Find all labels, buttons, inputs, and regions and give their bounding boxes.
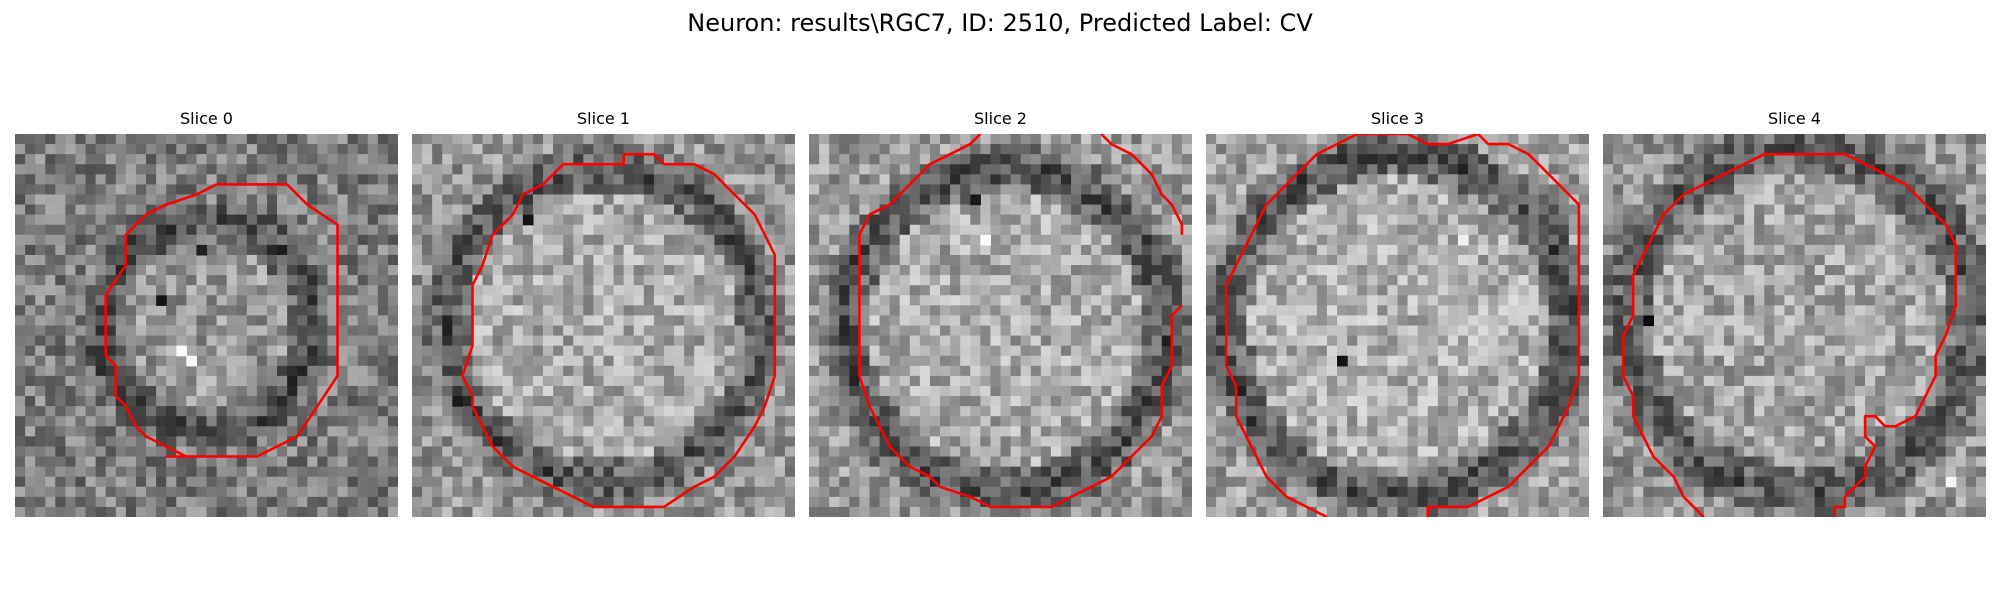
contour-trace-4-1 [1621, 152, 1785, 517]
slice-title-0: Slice 0 [180, 109, 233, 128]
contour-trace-0-0 [104, 183, 339, 458]
contour-trace-3-1 [1426, 134, 1581, 517]
slice-panel-4: Slice 4 [1603, 108, 1986, 520]
contour-trace-3-0 [1387, 134, 1479, 146]
figure-title: Neuron: results\RGC7, ID: 2510, Predicte… [687, 9, 1313, 37]
slice-title-1: Slice 1 [577, 109, 630, 128]
slice-panel-0: Slice 0 [15, 108, 398, 520]
slice-image-0 [15, 134, 398, 517]
slice-title-2: Slice 2 [974, 109, 1027, 128]
slice-panel-1: Slice 1 [412, 108, 795, 520]
contour-trace-3-2 [1224, 134, 1388, 517]
contour-trace-1-0 [461, 152, 777, 509]
slice-image-3 [1206, 134, 1589, 517]
slice-title-3: Slice 3 [1371, 109, 1424, 128]
contour-trace-2-1 [1100, 134, 1184, 235]
contour-trace-2-0 [858, 134, 982, 236]
contour-trace-2-2 [858, 234, 1183, 509]
slice-image-2 [809, 134, 1192, 517]
slice-image-4 [1603, 134, 1986, 517]
slice-panel-2: Slice 2 [809, 108, 1192, 520]
slice-panel-3: Slice 3 [1206, 108, 1589, 520]
slice-image-1 [412, 134, 795, 517]
contour-trace-4-0 [1784, 152, 1958, 517]
slice-title-4: Slice 4 [1768, 109, 1821, 128]
